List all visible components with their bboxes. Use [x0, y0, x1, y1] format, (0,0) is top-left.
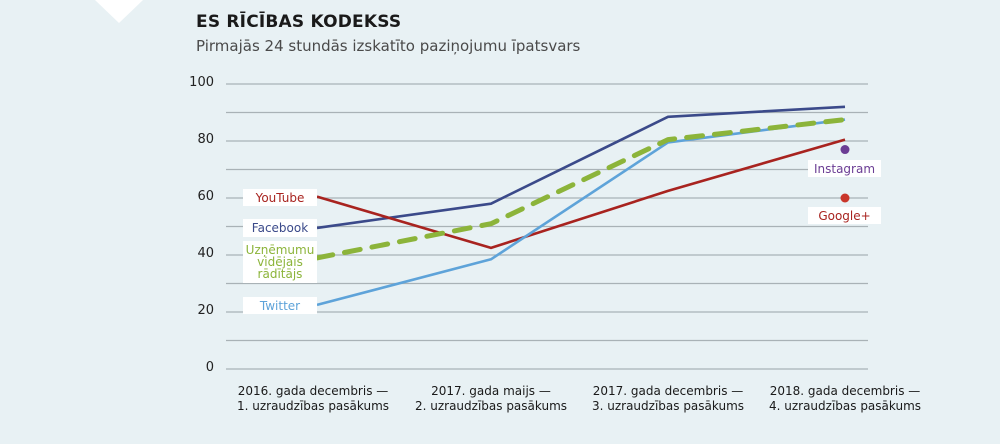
x-tick-label: 2016. gada decembris —1. uzraudzības pas…	[236, 384, 390, 413]
label-average-line3: rādītājs	[257, 267, 303, 281]
y-tick-label: 100	[189, 75, 214, 90]
x-tick-label: 2017. gada decembris —3. uzraudzības pas…	[591, 384, 745, 413]
label-instagram: Instagram	[808, 160, 881, 177]
label-average-line1: Uzņēmumu	[245, 243, 315, 257]
line-twitter	[316, 118, 846, 307]
y-tick-label: 80	[197, 132, 214, 147]
label-youtube-text: YouTube	[255, 190, 305, 205]
label-twitter-text: Twitter	[259, 298, 301, 313]
data-lines	[314, 105, 850, 307]
line-uzmumuvidjaisrdtjs	[314, 117, 848, 261]
label-googleplus-text: Google+	[818, 208, 871, 223]
label-facebook: Facebook	[243, 219, 317, 237]
label-googleplus: Google+	[808, 207, 881, 224]
line-youtube	[316, 138, 846, 250]
y-tick-label: 0	[205, 360, 214, 375]
label-youtube: YouTube	[243, 189, 317, 206]
point-google	[840, 193, 850, 203]
y-tick-label: 20	[197, 303, 214, 318]
header-notch	[95, 0, 143, 23]
point-instagram	[840, 145, 850, 155]
label-facebook-text: Facebook	[251, 221, 309, 235]
label-twitter: Twitter	[243, 297, 317, 314]
label-average: Uzņēmumu vidējais rādītājs	[243, 241, 317, 283]
y-tick-label: 40	[197, 246, 214, 261]
x-tick-label: 2018. gada decembris —4. uzraudzības pas…	[768, 384, 922, 413]
chart-subtitle: Pirmajās 24 stundās izskatīto paziņojumu…	[196, 37, 581, 55]
x-tick-label: 2017. gada maijs —2. uzraudzības pasākum…	[414, 384, 568, 413]
label-average-line2: vidējais	[257, 255, 303, 269]
line-facebook	[316, 105, 846, 230]
y-tick-label: 60	[197, 189, 214, 204]
label-instagram-text: Instagram	[813, 161, 876, 176]
chart-title: ES RĪCĪBAS KODEKSS	[196, 12, 402, 32]
